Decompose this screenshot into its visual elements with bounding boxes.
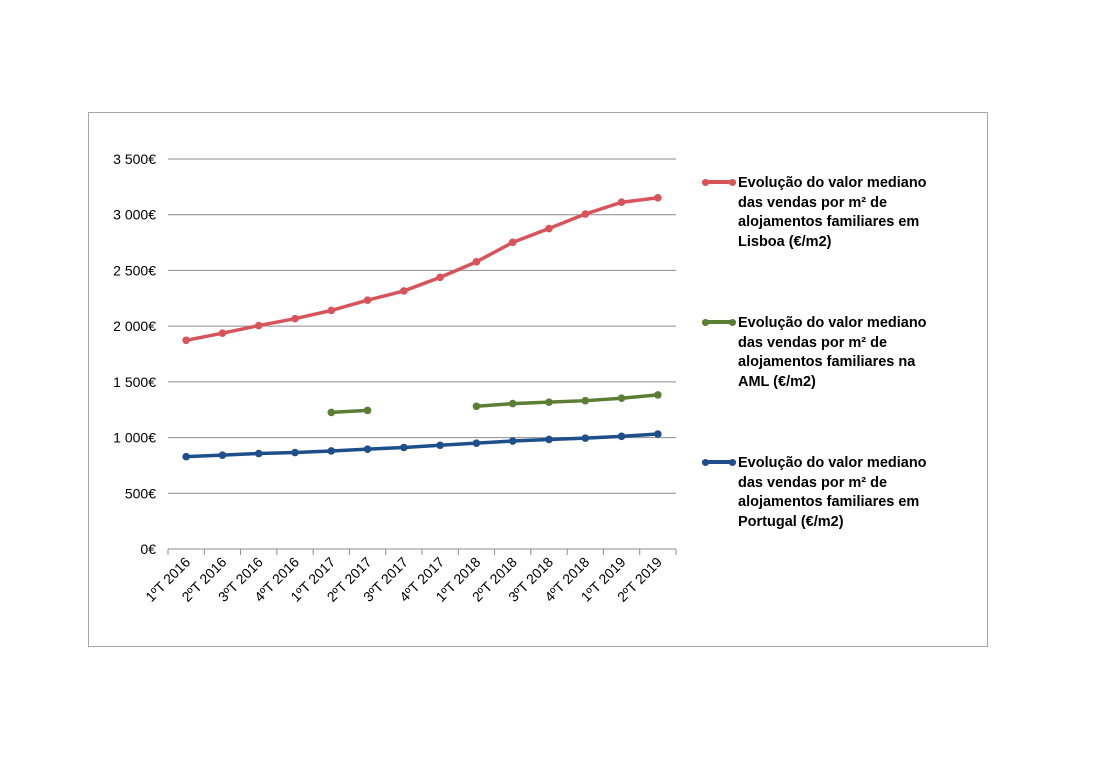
data-point-1	[327, 409, 335, 417]
y-tick-label: 1 000€	[113, 430, 156, 446]
data-point-1	[654, 391, 662, 399]
legend-label-aml: Evolução do valor mediano das vendas por…	[738, 314, 968, 392]
y-tick-label: 0€	[140, 541, 156, 557]
data-point-0	[545, 225, 553, 233]
y-tick-label: 2 000€	[113, 318, 156, 334]
data-point-2	[182, 453, 190, 461]
series-line-1	[331, 410, 367, 412]
data-point-0	[291, 315, 299, 323]
data-point-2	[255, 450, 263, 458]
data-point-2	[327, 447, 335, 455]
data-point-0	[400, 287, 408, 295]
series-line-0	[186, 198, 658, 341]
data-point-2	[545, 436, 553, 444]
data-point-2	[291, 449, 299, 457]
data-point-2	[509, 437, 517, 445]
data-point-2	[400, 444, 408, 452]
y-tick-label: 2 500€	[113, 262, 156, 278]
data-point-0	[219, 329, 227, 337]
data-point-0	[436, 274, 444, 282]
y-tick-label: 3 000€	[113, 207, 156, 223]
legend-label-lisboa: Evolução do valor mediano das vendas por…	[738, 174, 968, 252]
data-point-0	[654, 194, 662, 202]
data-point-2	[581, 434, 589, 442]
legend-swatch-lisboa	[702, 178, 736, 186]
data-point-2	[654, 430, 662, 438]
data-point-0	[509, 239, 517, 247]
data-point-0	[182, 336, 190, 344]
data-point-1	[545, 398, 553, 406]
y-tick-label: 3 500€	[113, 151, 156, 167]
legend-swatch-aml	[702, 318, 736, 326]
data-point-2	[436, 441, 444, 449]
data-point-0	[364, 296, 372, 304]
data-point-1	[473, 402, 481, 410]
data-point-0	[327, 307, 335, 315]
data-point-2	[473, 439, 481, 447]
legend-dot	[702, 179, 709, 186]
legend-dot	[702, 319, 709, 326]
y-tick-label: 1 500€	[113, 374, 156, 390]
data-point-0	[618, 198, 626, 206]
legend-swatch-portugal	[702, 458, 736, 466]
data-point-1	[581, 397, 589, 405]
data-point-0	[473, 258, 481, 266]
data-point-0	[581, 210, 589, 218]
data-point-0	[255, 322, 263, 330]
legend-dot	[729, 459, 736, 466]
data-point-1	[618, 394, 626, 402]
legend-dot	[702, 459, 709, 466]
data-point-1	[364, 407, 372, 415]
legend-dot	[729, 179, 736, 186]
legend-dot	[729, 319, 736, 326]
y-tick-label: 500€	[125, 485, 156, 501]
data-point-2	[219, 451, 227, 459]
data-point-1	[509, 400, 517, 408]
data-point-2	[364, 445, 372, 453]
series-line-1	[476, 395, 657, 406]
data-point-2	[618, 433, 626, 441]
legend-label-portugal: Evolução do valor mediano das vendas por…	[738, 454, 968, 532]
